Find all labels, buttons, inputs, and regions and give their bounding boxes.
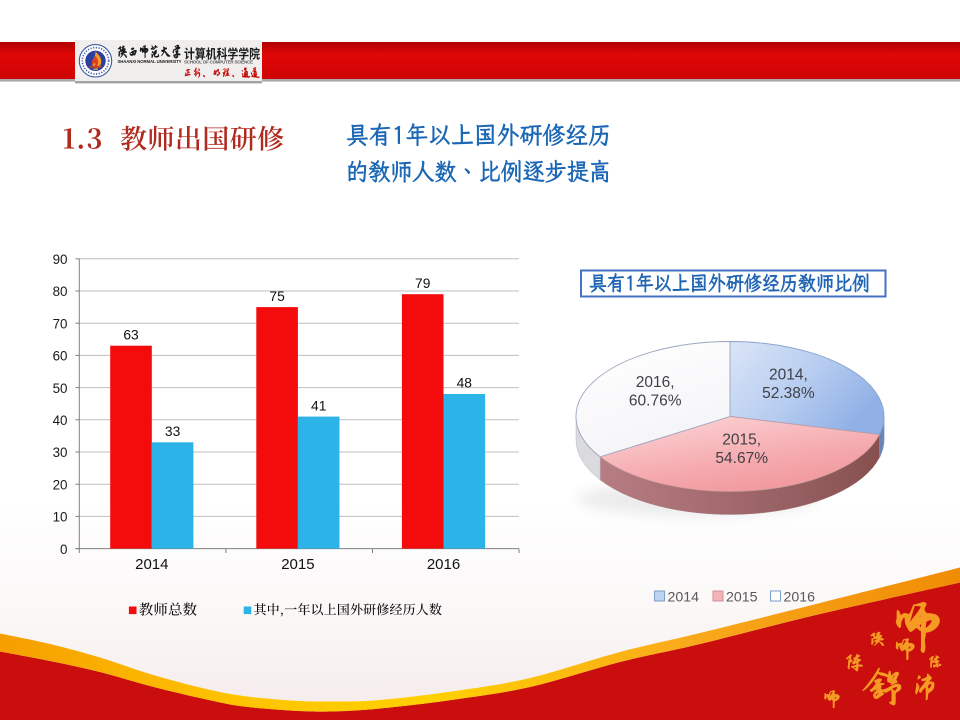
svg-text:75: 75 — [269, 289, 285, 304]
svg-text:52.38%: 52.38% — [762, 385, 815, 402]
svg-text:2015: 2015 — [726, 589, 758, 605]
svg-text:54.67%: 54.67% — [715, 450, 768, 467]
svg-text:2014: 2014 — [668, 589, 700, 605]
svg-text:50: 50 — [53, 381, 68, 396]
svg-text:48: 48 — [457, 376, 473, 391]
svg-text:60.76%: 60.76% — [629, 393, 682, 410]
svg-text:41: 41 — [311, 398, 326, 413]
svg-text:2016: 2016 — [427, 556, 460, 573]
svg-text:SHAANXI NORMAL UNIVERSITY: SHAANXI NORMAL UNIVERSITY — [118, 59, 182, 64]
svg-text:40: 40 — [53, 413, 68, 428]
svg-text:30: 30 — [53, 445, 68, 460]
svg-text:79: 79 — [415, 276, 431, 291]
svg-text:20: 20 — [53, 477, 68, 492]
svg-text:80: 80 — [53, 284, 68, 299]
svg-text:60: 60 — [53, 349, 68, 364]
svg-text:0: 0 — [60, 542, 67, 557]
svg-text:10: 10 — [53, 510, 68, 525]
svg-text:33: 33 — [165, 424, 181, 439]
svg-text:SCHOOL OF COMPUTER SCIENCE: SCHOOL OF COMPUTER SCIENCE — [184, 60, 253, 65]
svg-text:2016,: 2016, — [636, 374, 675, 391]
svg-text:2015,: 2015, — [722, 432, 761, 449]
svg-text:2016: 2016 — [784, 589, 816, 605]
svg-text:2014,: 2014, — [769, 367, 808, 384]
svg-text:90: 90 — [53, 252, 68, 267]
svg-text:2014: 2014 — [135, 556, 168, 573]
svg-text:63: 63 — [123, 327, 139, 342]
svg-text:2015: 2015 — [281, 556, 314, 573]
svg-text:70: 70 — [53, 316, 68, 331]
